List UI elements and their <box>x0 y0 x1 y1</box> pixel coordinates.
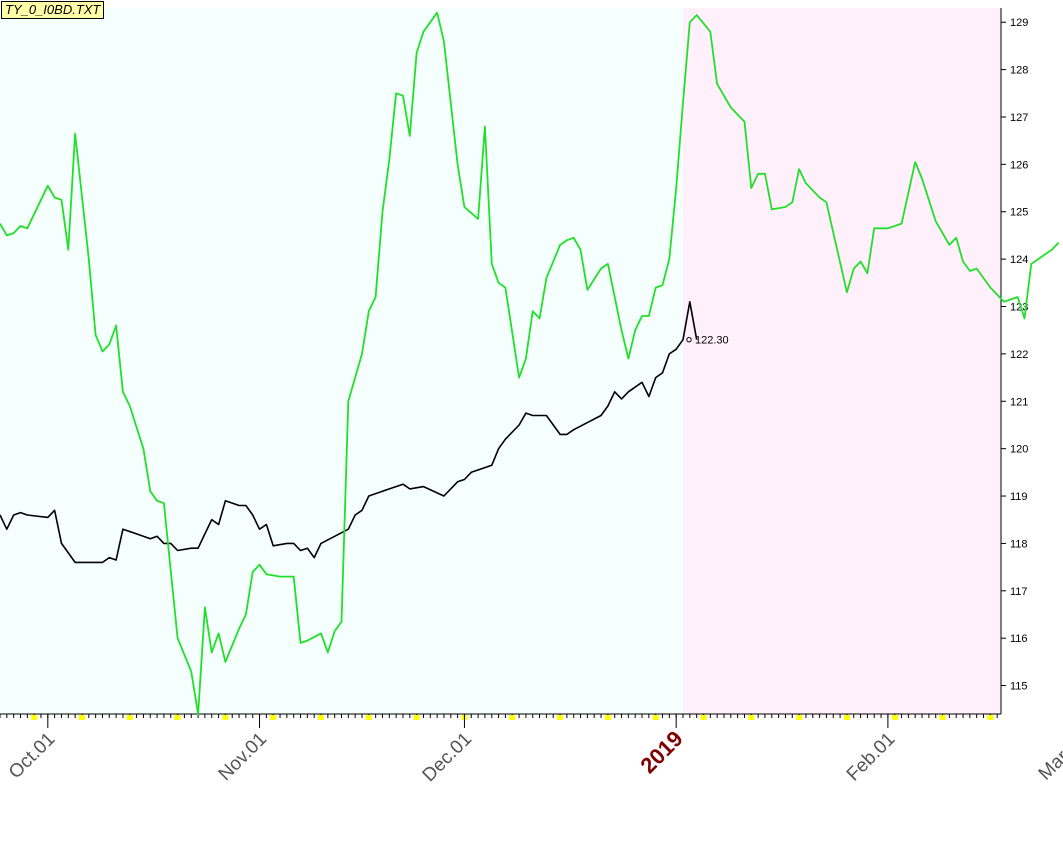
y-tick-label: 128 <box>1010 65 1028 77</box>
weekend-marker <box>891 715 898 720</box>
x-tick-label: Mar.01 <box>1035 729 1063 785</box>
weekend-marker <box>174 715 181 720</box>
weekend-marker <box>700 715 707 720</box>
weekend-marker <box>413 715 420 720</box>
forecast-line <box>0 11 1060 715</box>
weekend-marker <box>318 715 325 720</box>
weekend-marker <box>604 715 611 720</box>
weekend-marker <box>78 715 85 720</box>
weekend-marker <box>939 715 946 720</box>
file-name-label: TY_0_I0BD.TXT <box>1 1 105 19</box>
weekend-marker <box>31 715 38 720</box>
weekend-marker <box>796 715 803 720</box>
y-tick-label: 120 <box>1010 444 1028 456</box>
last-price-marker <box>686 336 692 343</box>
weekend-marker <box>987 715 994 720</box>
y-tick-label: 123 <box>1010 302 1028 314</box>
x-tick-label: Oct.01 <box>5 729 59 783</box>
weekend-marker <box>509 715 516 720</box>
y-tick-label: 122 <box>1010 349 1028 361</box>
weekend-marker <box>365 715 372 720</box>
y-tick-label: 129 <box>1010 17 1028 29</box>
y-tick-label: 119 <box>1010 491 1028 503</box>
weekend-marker <box>748 715 755 720</box>
y-tick-label: 116 <box>1010 633 1028 645</box>
weekend-marker <box>652 715 659 720</box>
y-tick-label: 126 <box>1010 159 1028 171</box>
y-tick-label: 117 <box>1010 586 1028 598</box>
x-tick-label: 2019 <box>635 726 687 778</box>
y-tick-label: 115 <box>1010 681 1028 693</box>
y-tick-label: 125 <box>1010 207 1028 219</box>
x-tick-label: Dec.01 <box>419 729 476 786</box>
x-tick-label: Nov.01 <box>215 729 271 785</box>
weekend-marker <box>557 715 564 720</box>
weekend-marker <box>222 715 229 720</box>
y-tick-label: 127 <box>1010 112 1028 124</box>
last-price-label: 122.30 <box>695 335 729 347</box>
price-line <box>0 300 698 564</box>
projection-region <box>683 8 1001 714</box>
y-tick-label: 121 <box>1010 396 1028 408</box>
weekend-marker <box>843 715 850 720</box>
y-tick-label: 118 <box>1010 538 1028 550</box>
y-tick-label: 124 <box>1010 254 1028 266</box>
x-tick-label: Feb.01 <box>843 729 900 786</box>
weekend-marker <box>126 715 133 720</box>
weekend-marker <box>270 715 277 720</box>
